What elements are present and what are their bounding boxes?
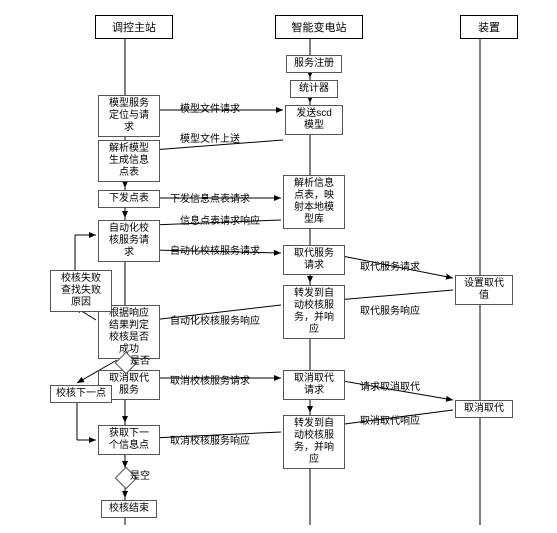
arrow-14 (337, 290, 453, 300)
n_sub_req: 取代服务请求 (283, 245, 345, 275)
m_cancel_req: 取消校核服务请求 (170, 372, 250, 387)
n_set_sub: 设置取代值 (455, 275, 513, 305)
n_chk_end: 校核结束 (101, 500, 157, 518)
lane-header-station: 智能变电站 (275, 15, 363, 39)
m_req_cancel: 请求取消取代 (360, 378, 420, 393)
m_cancel_rsp: 取消校核服务响应 (170, 432, 250, 447)
diagram-canvas: 调控主站 智能变电站 装置服务注册统计器模型服务定位与请求 发送scd模型解析模型生成… (0, 0, 557, 533)
n_cancel_dev: 取消取代 (455, 400, 513, 418)
n_fail_rsn: 校核失败查找失败原因 (50, 270, 112, 312)
n_parse_gen: 解析模型生成信息点表 (98, 140, 160, 182)
n_res_judge: 根据响应结果判定校核是否成功 (98, 305, 160, 359)
m_model_up: 模型文件上送 (180, 130, 240, 145)
m_cancel_rsp2: 取消取代响应 (360, 412, 420, 427)
n_auto_chk: 自动化校核服务请求 (98, 220, 160, 262)
n_model_loc: 模型服务定位与请求 (98, 95, 160, 137)
n_get_next: 获取下一个信息点 (98, 425, 160, 455)
d_null_lbl: 是空 (130, 467, 150, 482)
n_cancel_req: 取消取代请求 (283, 370, 345, 400)
n_svc_reg: 服务注册 (286, 55, 342, 73)
m_model_req: 模型文件请求 (180, 100, 240, 115)
n_next_pt: 校核下一点 (50, 385, 112, 403)
n_send_scd: 发送scd模型 (285, 105, 343, 135)
m_auto_rsp: 自动化校核服务响应 (170, 312, 260, 327)
n_parse_map: 解析信息点表，映射本地模型库 (283, 175, 345, 229)
m_sub_rsp: 取代服务响应 (360, 302, 420, 317)
lane-header-master: 调控主站 (95, 15, 173, 39)
n_fwd_auto: 转发到自动校核服务，并响应 (283, 285, 345, 339)
arrows-layer (0, 0, 557, 533)
n_stat: 统计器 (290, 80, 338, 98)
lane-header-device: 装置 (460, 15, 518, 39)
n_issue_pts: 下发点表 (98, 190, 160, 208)
d_yes_lbl: 是否 (130, 352, 150, 367)
m_sub_req: 取代服务请求 (360, 258, 420, 273)
n_fwd_cancel: 转发到自动校核服务，并响应 (283, 415, 345, 469)
m_auto_req: 自动化校核服务请求 (170, 242, 260, 257)
m_pts_rsp: 信息点表请求响应 (180, 212, 260, 227)
m_pts_req: 下发信息点表请求 (170, 190, 250, 205)
